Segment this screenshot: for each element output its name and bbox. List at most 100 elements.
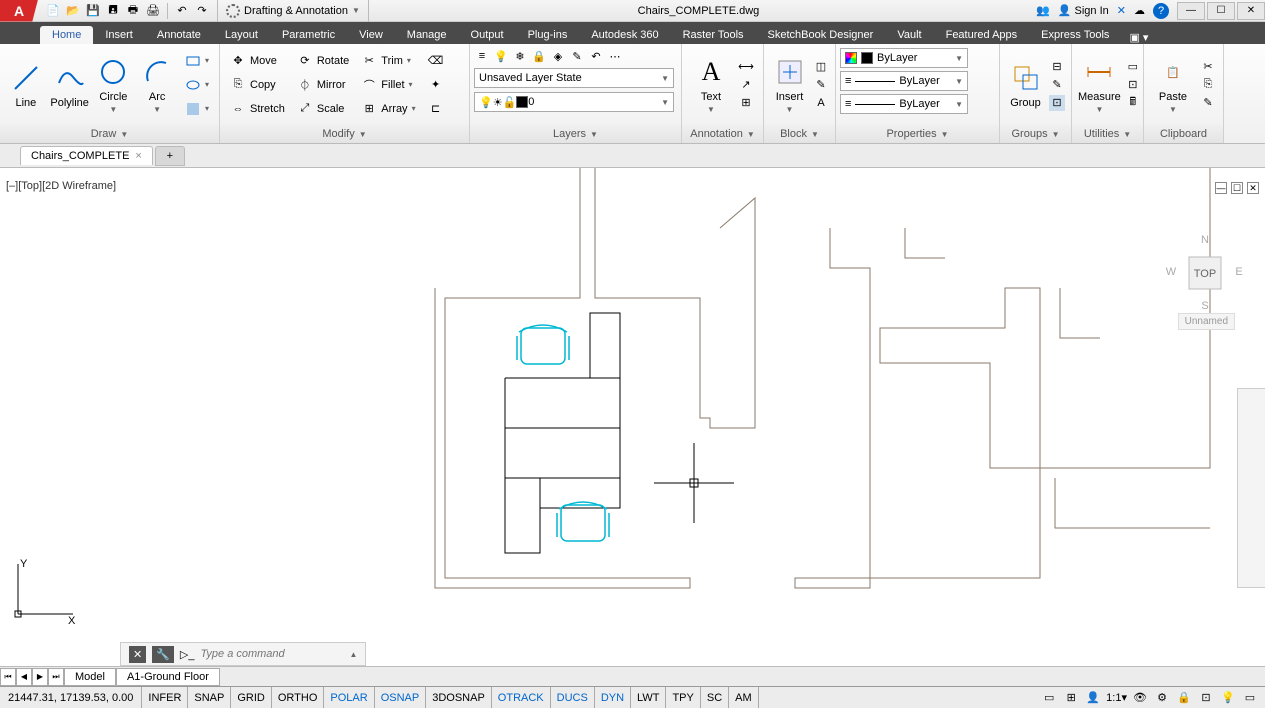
group-edit-icon[interactable]: ✎ <box>1049 77 1065 93</box>
cloud-icon[interactable]: ☁ <box>1134 4 1145 17</box>
command-line[interactable]: ✕ 🔧 ▷_ ▲ <box>120 642 366 666</box>
calc-icon[interactable]: 🖩 <box>1125 95 1141 111</box>
tab-home[interactable]: Home <box>40 26 93 44</box>
panel-layers-title[interactable]: Layers▼ <box>470 125 681 143</box>
group-button[interactable]: Group <box>1006 47 1045 123</box>
tab-raster[interactable]: Raster Tools <box>671 26 756 44</box>
toggle-snap[interactable]: SNAP <box>188 687 231 708</box>
layer-current-dropdown[interactable]: 💡☀🔓0▼ <box>474 92 674 112</box>
stretch-button[interactable]: ⇔Stretch <box>226 98 289 120</box>
layer-prop-icon[interactable]: ≡ <box>474 48 490 64</box>
tab-first-icon[interactable]: ⏮ <box>0 668 16 686</box>
toggle-grid[interactable]: GRID <box>231 687 272 708</box>
layer-freeze-icon[interactable]: ❄ <box>512 48 528 64</box>
copy-button[interactable]: ⎘Copy <box>226 74 289 96</box>
copy-clip-icon[interactable]: ⎘ <box>1200 77 1216 93</box>
text-button[interactable]: AText▼ <box>688 47 734 123</box>
coordinates-display[interactable]: 21447.31, 17139.53, 0.00 <box>0 687 142 708</box>
move-button[interactable]: ✥Move <box>226 50 289 72</box>
help-icon[interactable]: ? <box>1153 3 1169 19</box>
tab-sketchbook[interactable]: SketchBook Designer <box>756 26 886 44</box>
panel-draw-title[interactable]: Draw▼ <box>0 125 219 143</box>
tab-express[interactable]: Express Tools <box>1029 26 1121 44</box>
erase-button[interactable]: ⌫ <box>424 50 448 72</box>
tab-parametric[interactable]: Parametric <box>270 26 347 44</box>
panel-properties-title[interactable]: Properties▼ <box>836 125 999 143</box>
attr-block-icon[interactable]: A <box>813 95 829 111</box>
qat-redo-icon[interactable]: ↷ <box>193 2 211 20</box>
hatch-button[interactable]: ▾ <box>181 98 213 120</box>
clean-screen-icon[interactable]: ▭ <box>1241 689 1259 707</box>
tab-annotate[interactable]: Annotate <box>145 26 213 44</box>
tab-next-icon[interactable]: ▶ <box>32 668 48 686</box>
new-tab-button[interactable]: + <box>155 146 185 166</box>
tab-last-icon[interactable]: ⏭ <box>48 668 64 686</box>
offset-button[interactable]: ⊏ <box>424 98 448 120</box>
signin-button[interactable]: 👤 Sign In <box>1058 4 1109 17</box>
layer-prev-icon[interactable]: ↶ <box>588 48 604 64</box>
ucs-unnamed-label[interactable]: Unnamed <box>1178 313 1235 330</box>
panel-block-title[interactable]: Block▼ <box>764 125 835 143</box>
tab-manage[interactable]: Manage <box>395 26 459 44</box>
minimize-button[interactable]: — <box>1177 2 1205 20</box>
line-button[interactable]: Line <box>6 47 46 123</box>
cmd-history-icon[interactable]: ▲ <box>350 650 358 659</box>
annoscale-icon[interactable]: 👤 <box>1084 689 1102 707</box>
file-tab[interactable]: Chairs_COMPLETE× <box>20 146 153 165</box>
toggle-osnap[interactable]: OSNAP <box>375 687 427 708</box>
toolbar-lock-icon[interactable]: 🔒 <box>1175 689 1193 707</box>
ellipse-button[interactable]: ▾ <box>181 74 213 96</box>
qat-open-icon[interactable]: 📂 <box>64 2 82 20</box>
drawing-canvas[interactable]: [–][Top][2D Wireframe] — ☐ ✕ N W E S TOP… <box>0 168 1265 642</box>
array-button[interactable]: ⊞Array▾ <box>357 98 419 120</box>
tab-prev-icon[interactable]: ◀ <box>16 668 32 686</box>
workspace-dropdown[interactable]: Drafting & Annotation ▼ <box>217 0 369 22</box>
leader-icon[interactable]: ↗ <box>738 77 754 93</box>
toggle-ducs[interactable]: DUCS <box>551 687 595 708</box>
layer-iso-icon[interactable]: ◈ <box>550 48 566 64</box>
toggle-sc[interactable]: SC <box>701 687 729 708</box>
layer-off-icon[interactable]: 💡 <box>493 48 509 64</box>
maximize-button[interactable]: ☐ <box>1207 2 1235 20</box>
qat-undo-icon[interactable]: ↶ <box>173 2 191 20</box>
paste-button[interactable]: 📋Paste▼ <box>1150 47 1196 123</box>
layer-lock-icon[interactable]: 🔒 <box>531 48 547 64</box>
tab-layout[interactable]: Layout <box>213 26 270 44</box>
dim-linear-icon[interactable]: ⟷ <box>738 59 754 75</box>
scale-button[interactable]: ⤢Scale <box>293 98 353 120</box>
select-icon[interactable]: ▭ <box>1125 59 1141 75</box>
edit-block-icon[interactable]: ✎ <box>813 77 829 93</box>
command-input[interactable] <box>201 648 344 660</box>
insert-button[interactable]: Insert▼ <box>770 47 809 123</box>
qat-new-icon[interactable]: 📄 <box>44 2 62 20</box>
model-ps-icon[interactable]: ▭ <box>1040 689 1058 707</box>
panel-modify-title[interactable]: Modify▼ <box>220 125 469 143</box>
rotate-button[interactable]: ⟳Rotate <box>293 50 353 72</box>
annovis-icon[interactable]: 👁 <box>1131 689 1149 707</box>
toggle-am[interactable]: AM <box>729 687 759 708</box>
app-logo[interactable]: A <box>0 0 38 22</box>
panel-annotation-title[interactable]: Annotation▼ <box>682 125 763 143</box>
toggle-3dosnap[interactable]: 3DOSNAP <box>426 687 492 708</box>
toggle-otrack[interactable]: OTRACK <box>492 687 551 708</box>
toggle-infer[interactable]: INFER <box>142 687 188 708</box>
layout-tab[interactable]: A1-Ground Floor <box>116 668 220 686</box>
cmd-wrench-icon[interactable]: 🔧 <box>152 646 174 663</box>
isolate-icon[interactable]: 💡 <box>1219 689 1237 707</box>
mirror-button[interactable]: ⏀Mirror <box>293 74 353 96</box>
arc-button[interactable]: Arc▼ <box>137 47 177 123</box>
qselect-icon[interactable]: ⊡ <box>1125 77 1141 93</box>
measure-button[interactable]: Measure▼ <box>1078 47 1121 123</box>
explode-button[interactable]: ✦ <box>424 74 448 96</box>
toggle-lwt[interactable]: LWT <box>631 687 666 708</box>
group-sel-icon[interactable]: ⊡ <box>1049 95 1065 111</box>
model-tab[interactable]: Model <box>64 668 116 686</box>
panel-groups-title[interactable]: Groups▼ <box>1000 125 1071 143</box>
toggle-polar[interactable]: POLAR <box>324 687 374 708</box>
linetype-dropdown[interactable]: ≡ByLayer▼ <box>840 94 968 114</box>
panel-utilities-title[interactable]: Utilities▼ <box>1072 125 1143 143</box>
layer-match-icon[interactable]: ✎ <box>569 48 585 64</box>
toggle-ortho[interactable]: ORTHO <box>272 687 325 708</box>
tab-vault[interactable]: Vault <box>885 26 933 44</box>
quickview-icon[interactable]: ⊞ <box>1062 689 1080 707</box>
